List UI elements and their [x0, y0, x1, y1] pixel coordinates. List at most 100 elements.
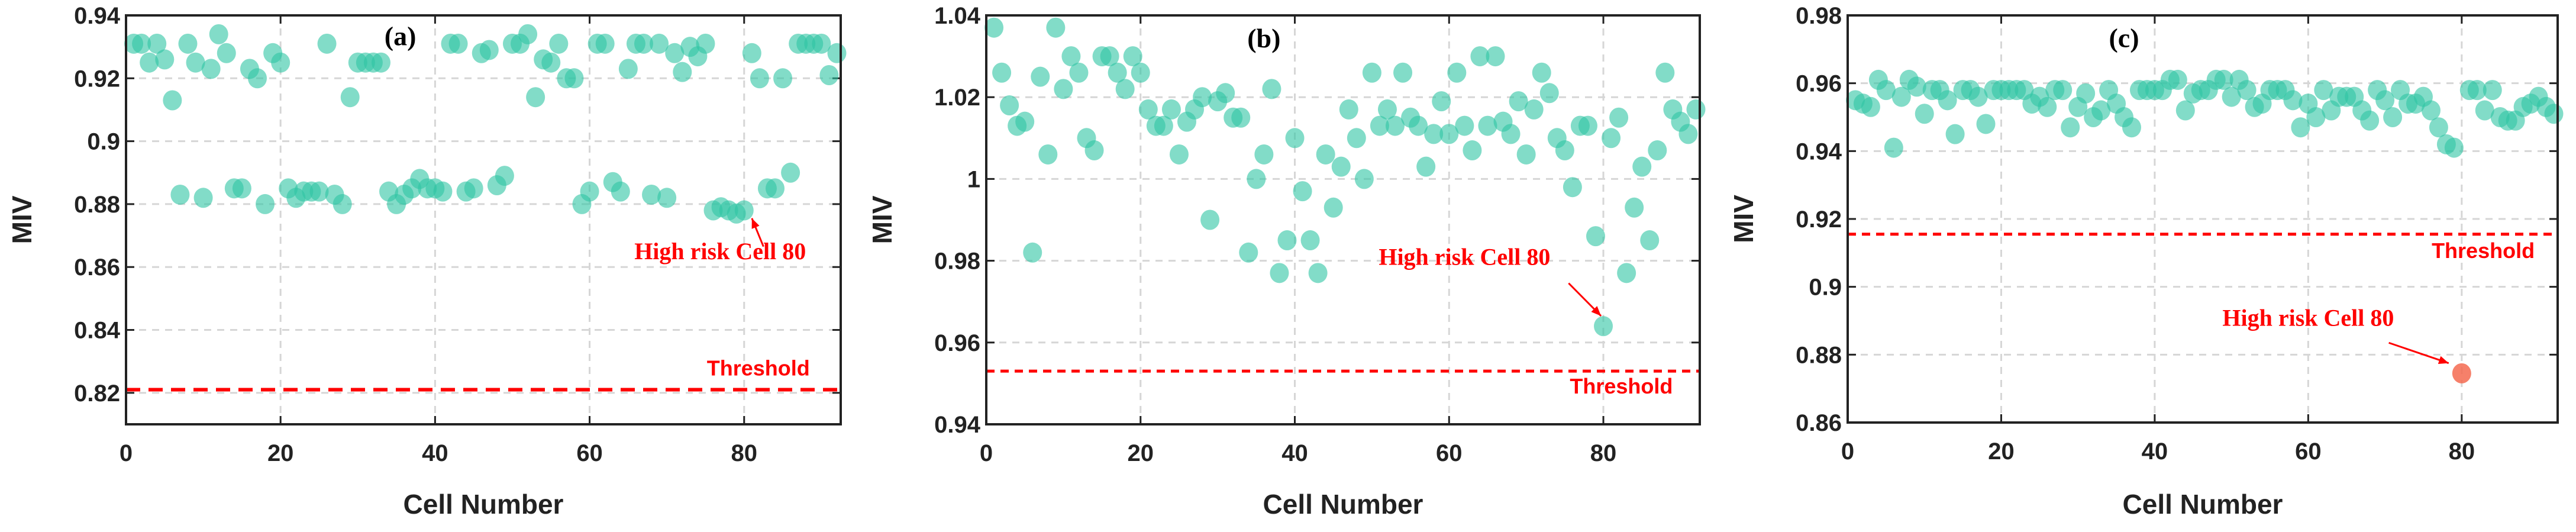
data-point: [1161, 99, 1181, 120]
annotation-arrow-head-icon: [2438, 356, 2449, 364]
data-point: [665, 43, 685, 63]
data-point: [1285, 128, 1305, 149]
data-point: [2291, 117, 2310, 138]
data-point: [992, 62, 1012, 83]
plot-frame: [985, 14, 1701, 425]
data-point: [1254, 144, 1274, 165]
data-point: [1100, 46, 1119, 67]
data-point: [1617, 263, 1636, 283]
data-point: [812, 33, 831, 54]
data-point: [1308, 263, 1328, 283]
x-tick-label: 20: [1128, 440, 1154, 466]
data-point: [2360, 110, 2380, 131]
x-tick-label: 80: [731, 440, 758, 466]
data-point: [433, 181, 453, 202]
high-risk-annotation: High risk Cell 80: [634, 238, 806, 265]
data-point: [1323, 197, 1343, 218]
data-point: [1968, 86, 1988, 107]
y-tick-label: 0.86: [74, 254, 120, 280]
y-tick-label: 0.94: [74, 3, 121, 29]
data-point: [1424, 124, 1444, 144]
x-tick-label: 0: [980, 440, 993, 466]
data-point: [1231, 107, 1251, 128]
data-point: [2076, 83, 2096, 104]
annotation-arrow-head-icon: [1591, 306, 1602, 316]
data-point: [1331, 156, 1351, 177]
data-point: [549, 33, 569, 54]
data-point: [1532, 62, 1551, 83]
data-point: [2053, 80, 2073, 101]
data-point: [232, 178, 251, 199]
data-point: [634, 33, 653, 54]
data-point: [1432, 91, 1451, 112]
x-tick-label: 60: [2295, 439, 2322, 465]
panel-c: 0 20 40 60 80 0.86 0.88 0.9 0.92 0.94 0.96 0.98 Thre…: [1728, 3, 2564, 520]
data-point: [1370, 115, 1389, 136]
data-point: [464, 178, 483, 199]
y-tick-label: 0.9: [87, 129, 120, 155]
x-tick-label: 20: [267, 440, 294, 466]
x-tick-label: 80: [1590, 440, 1617, 466]
y-tick-label: 0.98: [934, 249, 980, 275]
data-point: [1578, 115, 1597, 136]
data-point: [1655, 62, 1675, 83]
data-point: [2314, 80, 2333, 101]
threshold-label: Threshold: [707, 356, 810, 381]
data-point: [819, 65, 839, 85]
data-point: [518, 24, 538, 44]
data-point: [1602, 128, 1621, 149]
data-point: [248, 68, 267, 89]
data-point: [1938, 90, 1957, 111]
data-point: [1563, 177, 1582, 198]
data-point: [1038, 144, 1058, 165]
data-point: [696, 33, 715, 54]
data-point: [1686, 99, 1706, 120]
data-point: [1277, 230, 1297, 251]
data-point: [1470, 46, 1490, 67]
data-point: [371, 52, 390, 73]
data-point: [734, 200, 754, 221]
data-point: [309, 181, 329, 202]
data-point: [1131, 62, 1150, 83]
annotation-arrow-head-icon: [751, 218, 760, 229]
data-point: [1678, 124, 1698, 144]
x-tick-label: 80: [2449, 439, 2475, 465]
data-point: [1648, 140, 1667, 161]
y-tick-label: 0.92: [1796, 207, 1842, 233]
data-point: [1061, 46, 1081, 67]
data-point: [1891, 86, 1911, 107]
x-tick-label: 60: [1436, 440, 1463, 466]
data-point: [178, 33, 198, 54]
y-tick-label: 1: [967, 166, 980, 192]
data-point: [1409, 115, 1428, 136]
data-point: [984, 17, 1004, 38]
data-point: [1216, 83, 1235, 104]
y-tick-label: 0.94: [1796, 138, 1842, 165]
data-point: [657, 188, 677, 208]
data-point: [209, 24, 228, 44]
data-point: [1362, 62, 1381, 83]
data-point: [147, 33, 167, 54]
data-point: [1524, 99, 1544, 120]
data-point: [448, 33, 468, 54]
data-point: [163, 90, 182, 111]
data-point: [2061, 117, 2080, 138]
data-point: [1084, 140, 1104, 161]
data-point: [580, 181, 599, 202]
data-point: [2483, 80, 2502, 101]
data-point: [1046, 17, 1066, 38]
data-point: [742, 43, 761, 63]
data-point: [1501, 124, 1521, 144]
y-tick-label: 0.94: [934, 412, 981, 438]
data-point: [201, 59, 221, 79]
data-point: [1015, 111, 1035, 132]
x-axis-label: Cell Number: [1263, 489, 1423, 520]
data-point: [1594, 316, 1613, 337]
x-axis-label: Cell Number: [403, 489, 564, 520]
y-tick-label: 0.96: [934, 330, 980, 356]
data-point: [1054, 79, 1073, 99]
highlight-point: [2452, 363, 2471, 383]
data-point: [1876, 80, 1896, 101]
data-point: [1339, 99, 1358, 120]
data-point: [1023, 242, 1042, 263]
